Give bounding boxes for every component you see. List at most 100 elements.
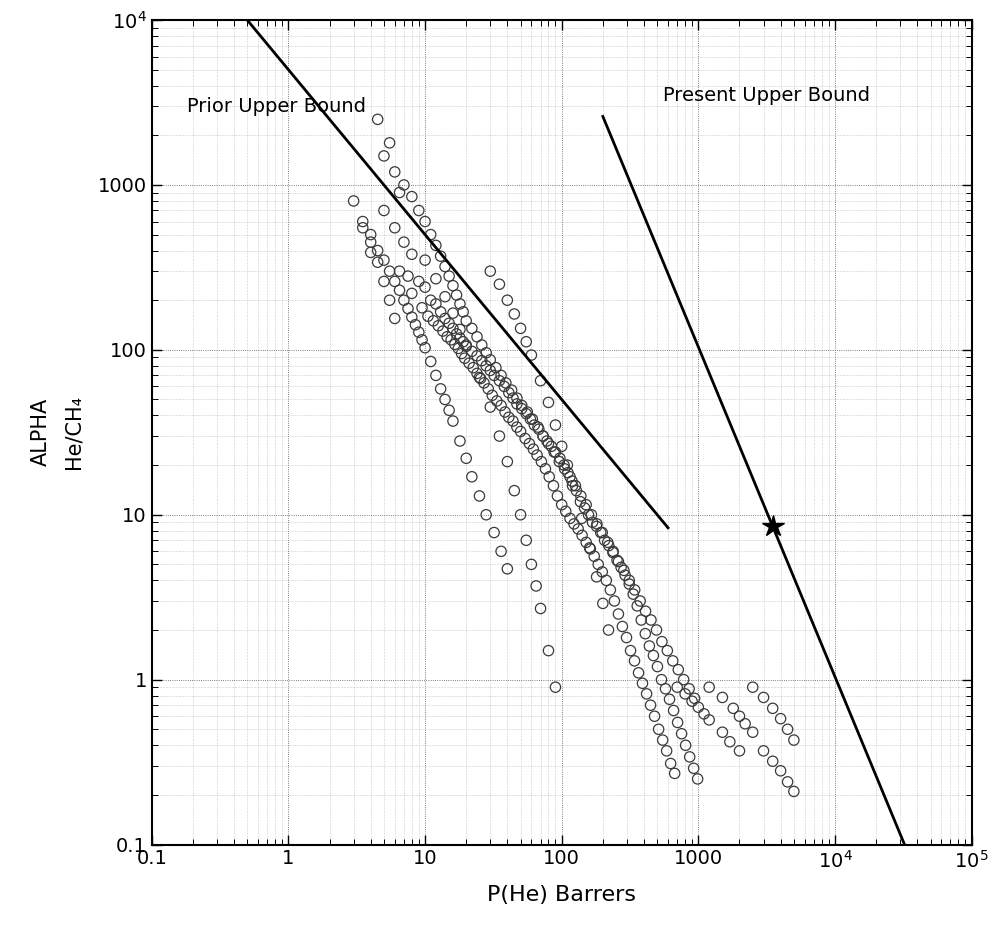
Point: [382, 136, 398, 151]
Point: [417, 340, 433, 355]
Point: [568, 483, 584, 498]
Point: [589, 569, 605, 584]
Point: [643, 698, 659, 712]
Point: [497, 405, 513, 420]
Point: [627, 583, 643, 597]
Point: [445, 279, 461, 294]
Point: [639, 686, 655, 701]
Point: [411, 324, 427, 339]
Point: [370, 112, 386, 127]
Point: [551, 454, 567, 469]
Point: [392, 264, 408, 279]
Point: [621, 577, 637, 592]
Point: [593, 525, 609, 540]
Point: [566, 516, 582, 531]
Point: [546, 444, 562, 459]
Point: [647, 709, 663, 724]
Point: [482, 399, 498, 414]
Point: [609, 553, 625, 568]
Point: [480, 381, 496, 396]
Point: [493, 398, 509, 413]
Point: [471, 370, 487, 385]
Point: [523, 348, 539, 363]
Point: [522, 411, 538, 426]
Point: [433, 249, 449, 264]
Point: [649, 659, 665, 674]
Point: [634, 676, 650, 691]
Point: [505, 391, 521, 406]
Point: [471, 488, 487, 503]
Point: [486, 367, 502, 382]
Point: [530, 420, 546, 435]
Point: [506, 483, 522, 498]
Point: [447, 337, 463, 352]
Point: [428, 296, 444, 311]
Point: [433, 305, 449, 320]
Point: [714, 725, 730, 740]
Point: [572, 495, 588, 510]
Point: [540, 436, 556, 451]
Point: [701, 680, 717, 695]
Point: [540, 395, 556, 410]
Point: [594, 525, 610, 540]
Point: [496, 379, 512, 394]
Point: [659, 643, 675, 658]
Point: [433, 381, 449, 396]
Point: [430, 318, 446, 333]
Point: [659, 743, 675, 758]
Point: [458, 451, 474, 466]
Point: [474, 338, 490, 352]
Point: [574, 511, 590, 525]
Point: [654, 634, 670, 649]
Point: [376, 274, 392, 289]
Point: [722, 734, 738, 749]
Point: [414, 332, 430, 347]
Point: [601, 623, 617, 638]
Point: [745, 725, 761, 740]
Text: Present Upper Bound: Present Upper Bound: [663, 86, 870, 105]
Point: [619, 630, 635, 645]
Point: [457, 351, 473, 366]
Point: [583, 508, 599, 523]
Point: [464, 344, 480, 359]
Point: [523, 557, 539, 572]
Point: [670, 715, 686, 730]
Point: [441, 268, 457, 283]
Point: [543, 439, 559, 453]
Point: [458, 338, 474, 353]
Point: [474, 353, 490, 368]
Point: [643, 612, 659, 627]
Point: [780, 722, 796, 737]
Point: [363, 245, 379, 260]
Point: [488, 360, 504, 375]
Point: [396, 293, 412, 308]
Point: [439, 329, 455, 344]
Point: [556, 457, 572, 472]
Point: [355, 214, 371, 229]
Point: [658, 682, 674, 697]
Point: [437, 311, 453, 326]
Point: [441, 403, 457, 418]
Point: [518, 533, 534, 548]
Point: [499, 293, 515, 308]
Point: [614, 619, 630, 634]
Point: [573, 488, 589, 503]
Point: [586, 549, 602, 564]
Point: [557, 461, 573, 476]
Point: [590, 557, 606, 572]
Point: [411, 274, 427, 289]
Point: [387, 311, 403, 326]
Point: [786, 733, 802, 748]
Point: [539, 434, 555, 449]
Point: [478, 345, 494, 360]
Point: [452, 434, 468, 449]
Point: [535, 428, 551, 443]
Point: [578, 535, 594, 550]
Point: [684, 694, 700, 709]
Point: [631, 666, 647, 681]
Point: [501, 385, 517, 400]
Point: [445, 413, 461, 428]
Point: [455, 334, 471, 349]
Point: [529, 448, 545, 463]
Point: [535, 428, 551, 443]
